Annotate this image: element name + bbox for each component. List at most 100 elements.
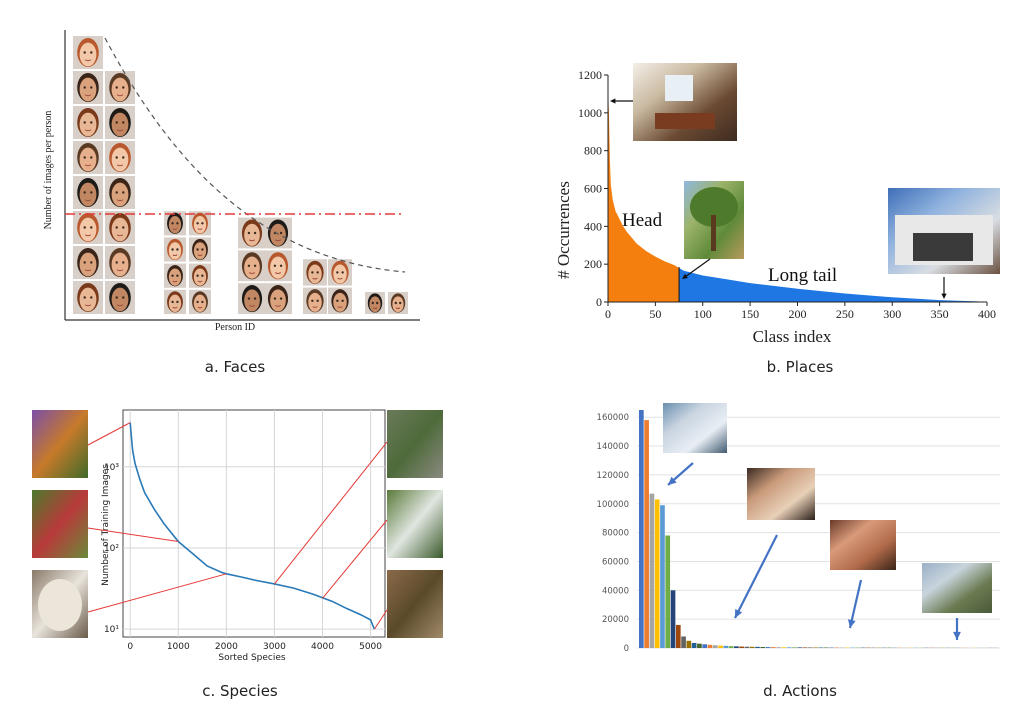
places-tail-area: [679, 267, 987, 302]
species-x-tick-label: 3000: [263, 642, 286, 652]
actions-bar: [797, 647, 803, 648]
places-x-tick-label: 150: [741, 307, 759, 321]
face-thumbnail: [189, 289, 211, 314]
actions-arrow: [734, 534, 778, 619]
places-arrow-mid-class: [684, 258, 711, 278]
actions-y-tick-label: 0: [624, 644, 629, 654]
actions-bar: [718, 645, 723, 648]
window-shape: [665, 75, 693, 101]
actions-bar: [770, 647, 776, 648]
actions-bar: [728, 646, 734, 648]
faces-ylabel: Number of images per person: [43, 111, 54, 230]
places-ylabel: # Occurrences: [554, 181, 573, 279]
library-windows: [913, 233, 973, 261]
actions-bar: [744, 646, 750, 648]
actions-arrow: [848, 579, 863, 629]
places-arrowhead: [682, 273, 688, 279]
faces-chart: Number of images per person Person ID: [43, 30, 420, 333]
places-x-tick-label: 50: [649, 307, 661, 321]
actions-photo-group: [663, 403, 727, 453]
actions-bar: [686, 640, 692, 648]
places-tail-label: Long tail: [768, 265, 837, 286]
actions-bar: [675, 624, 681, 648]
face-thumbnail: [105, 281, 135, 314]
places-x-tick-label: 100: [694, 307, 712, 321]
face-thumbnail: [73, 281, 103, 314]
actions-bar: [644, 420, 649, 648]
face-thumbnail: [264, 217, 292, 249]
species-x-tick-label: 5000: [359, 642, 382, 652]
actions-panel: 0 20000 40000 60000 80000 100000 120000 140000 1…: [585, 400, 1015, 660]
face-thumbnail: [189, 211, 211, 236]
places-x-tick-label: 400: [978, 307, 996, 321]
actions-arrowhead: [847, 619, 856, 628]
places-head-label: Head: [622, 210, 663, 231]
actions-y-tick-label: 40000: [602, 586, 629, 596]
face-thumbnail: [164, 289, 186, 314]
actions-bar: [739, 646, 744, 648]
places-y-tick-label: 400: [584, 219, 602, 233]
face-thumbnail: [105, 176, 135, 209]
actions-arrowhead: [735, 609, 743, 618]
face-thumbnail: [164, 237, 186, 262]
species-photo-plant: [387, 410, 443, 478]
places-arrowhead: [610, 98, 616, 104]
places-xlabel: Class index: [753, 327, 832, 346]
faces-panel: Number of images per person Person ID: [30, 15, 430, 345]
actions-bar: [665, 535, 671, 648]
actions-bar: [654, 499, 660, 648]
face-thumbnail: [105, 141, 135, 174]
faces-xlabel: Person ID: [215, 322, 255, 333]
places-y-tick-label: 200: [584, 257, 602, 271]
face-thumbnail: [105, 106, 135, 139]
actions-arrowhead: [953, 631, 961, 640]
actions-y-tick-label: 140000: [597, 442, 629, 452]
places-y-tick-label: 800: [584, 144, 602, 158]
face-thumbnail: [73, 246, 103, 279]
sand-dollar-shape: [38, 579, 82, 631]
faces-trend-curve: [104, 37, 406, 273]
actions-bar: [781, 647, 787, 648]
species-ylabel: Number of Training Images: [101, 464, 111, 586]
actions-bar: [786, 647, 792, 648]
places-chart: # Occurrences Class index Head Long tail…: [554, 63, 1000, 346]
face-thumbnail: [73, 71, 103, 104]
actions-bar: [765, 647, 771, 648]
actions-bar: [707, 644, 713, 648]
places-x-tick-label: 350: [931, 307, 949, 321]
tree-trunk: [711, 215, 716, 251]
actions-bar: [691, 642, 697, 648]
face-thumbnail: [328, 287, 352, 314]
places-photo-living-room: [633, 63, 737, 141]
face-thumbnail: [365, 292, 385, 314]
species-y-tick-label: 10³: [104, 463, 119, 473]
face-thumbnail: [388, 292, 408, 314]
actions-bar: [755, 646, 760, 648]
actions-bar: [734, 646, 739, 648]
species-caption: c. Species: [202, 682, 278, 700]
actions-bar: [712, 645, 718, 648]
face-thumbnail: [264, 283, 292, 314]
places-arrowhead: [941, 293, 947, 299]
face-thumbnail: [73, 106, 103, 139]
species-connector-line: [87, 573, 227, 613]
face-thumbnail: [238, 283, 266, 314]
actions-bar: [776, 647, 781, 648]
species-connector-line: [87, 527, 179, 543]
actions-bar: [702, 644, 708, 648]
species-xlabel: Sorted Species: [218, 653, 286, 663]
actions-bar: [760, 646, 766, 648]
face-thumbnail: [73, 141, 103, 174]
actions-caption: d. Actions: [763, 682, 837, 700]
places-panel: # Occurrences Class index Head Long tail…: [545, 55, 1015, 355]
places-caption: b. Places: [766, 358, 834, 376]
face-thumbnail: [189, 237, 211, 262]
places-x-tick-label: 300: [883, 307, 901, 321]
species-y-tick-label: 10¹: [104, 625, 119, 635]
actions-bar: [697, 643, 702, 648]
face-thumbnail: [238, 217, 266, 249]
face-thumbnail: [264, 250, 292, 282]
actions-y-tick-label: 20000: [602, 615, 629, 625]
actions-bar: [813, 647, 818, 648]
places-y-tick-label: 0: [596, 295, 602, 309]
